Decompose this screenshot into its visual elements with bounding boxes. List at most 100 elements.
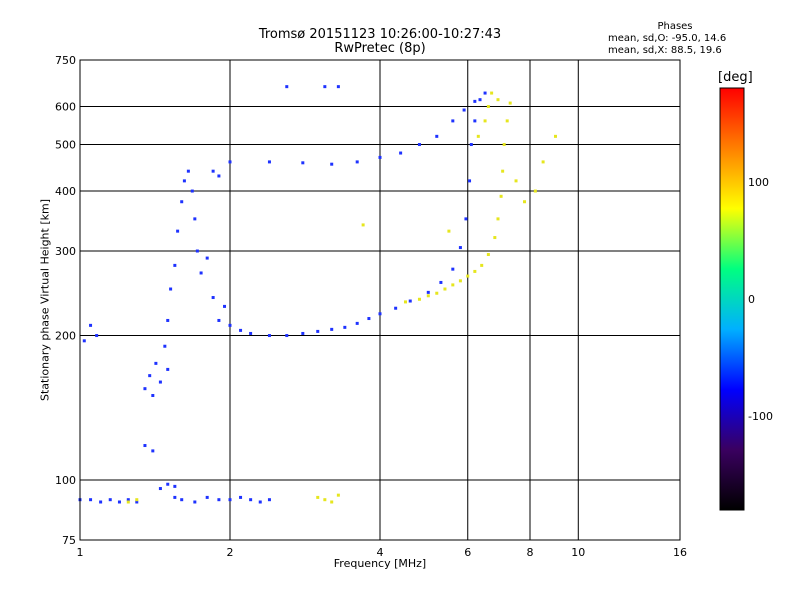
data-point-o [173,263,177,267]
data-point-o [117,500,121,504]
data-point-o [180,200,184,204]
chart-title: Tromsø 20151123 10:26:00-10:27:43 [258,27,502,42]
plot-frame [79,59,681,541]
data-point-o [399,151,403,155]
x-tick-label: 1 [77,546,84,559]
data-point-o [462,108,466,112]
data-point-o [166,367,170,371]
data-point-o [173,495,177,499]
data-point-x [501,169,505,173]
data-point-x [435,291,439,295]
colorbar-tick-label: 100 [748,176,769,189]
data-point-o [211,296,215,300]
colorbar: 100 0 -100 [719,87,773,511]
y-tick-label: 600 [55,101,76,114]
stats-x-mode: mean, sd,X: 88.5, 19.6 [608,45,722,56]
data-point-o [258,500,262,504]
data-point-x [483,119,487,123]
data-point-x [505,119,509,123]
data-point-x [323,498,327,502]
data-point-o [143,387,147,391]
data-point-o [426,290,430,294]
data-point-x [523,200,527,204]
data-point-x [496,217,500,221]
data-point-o [166,482,170,486]
data-point-x [316,495,320,499]
data-point-x [480,263,484,267]
data-point-x [426,294,430,298]
data-point-x [533,189,537,193]
data-point-x [451,283,455,287]
data-point-o [367,317,371,321]
data-point-o [211,169,215,173]
data-point-x [486,105,490,109]
data-point-o [154,361,158,365]
x-tick-label: 6 [464,546,471,559]
y-tick-label: 750 [55,54,76,67]
chart-subtitle: RwPretec (8p) [334,41,426,56]
data-point-o [193,500,197,504]
data-point-o [394,306,398,310]
data-point-x [541,160,545,164]
data-point-o [82,339,86,343]
data-point-o [158,380,162,384]
data-point-o [285,85,289,89]
data-point-o [228,498,232,502]
x-axis-label: Frequency [MHz] [333,557,427,570]
data-point-x [126,500,130,504]
data-point-o [408,299,412,303]
data-point-o [468,179,472,183]
data-point-o [143,444,147,448]
colorbar-label: [deg] [718,70,753,85]
data-point-o [217,498,221,502]
data-point-o [173,484,177,488]
data-point-o [267,160,271,164]
data-point-o [301,331,305,335]
data-point-o [169,287,173,291]
data-point-x [499,194,503,198]
data-point-o [323,85,327,89]
data-point-x [403,300,407,304]
data-point-x [135,498,139,502]
data-point-o [336,85,340,89]
data-point-x [330,500,334,504]
data-point-x [490,91,494,95]
data-point-o [163,344,167,348]
data-points [78,85,557,504]
data-point-x [496,98,500,102]
data-point-o [195,249,199,253]
data-point-x [417,297,421,301]
colorbar-tick-label: -100 [748,410,773,423]
data-point-o [205,495,209,499]
data-point-x [443,287,447,291]
data-point-o [378,312,382,316]
data-point-o [451,267,455,271]
y-tick-label: 300 [55,245,76,258]
data-point-o [135,500,139,504]
data-point-o [89,498,93,502]
data-point-o [469,143,473,147]
y-tick-label: 200 [55,330,76,343]
data-point-o [217,318,221,322]
data-point-o [473,119,477,123]
data-point-o [190,189,194,193]
data-point-x [553,134,557,138]
data-point-o [316,329,320,333]
data-point-o [158,487,162,491]
data-point-o [483,91,487,95]
colorbar-tick-label: 0 [748,293,755,306]
data-point-o [343,325,347,329]
data-point-o [417,143,421,147]
x-tick-label: 10 [571,546,585,559]
data-point-o [285,334,289,338]
data-point-x [466,274,470,278]
data-point-x [486,253,490,257]
data-point-x [336,493,340,497]
data-point-o [180,498,184,502]
data-point-o [151,449,155,453]
data-point-o [330,327,334,331]
data-point-o [439,280,443,284]
data-point-o [478,98,482,102]
data-point-o [228,323,232,327]
